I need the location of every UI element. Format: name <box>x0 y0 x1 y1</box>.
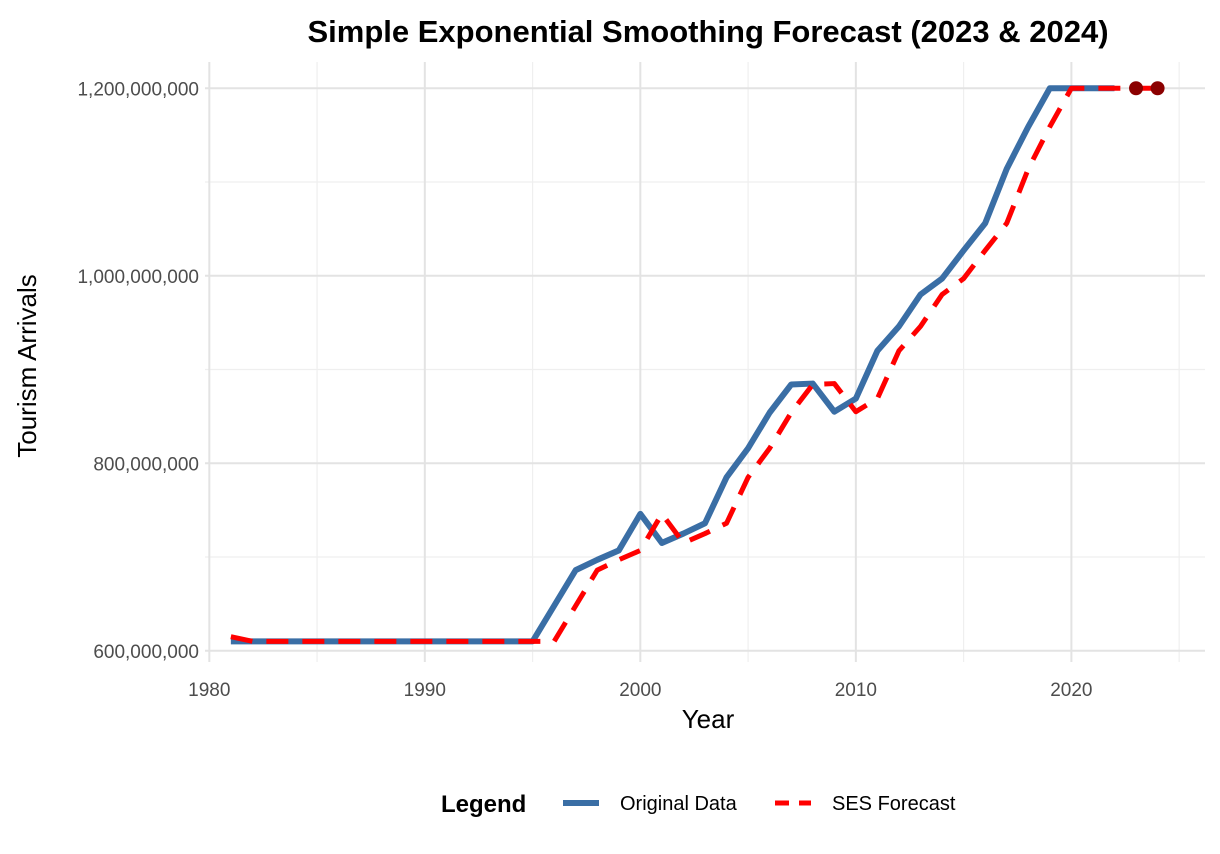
legend-label-ses-forecast: SES Forecast <box>832 793 956 815</box>
legend-label-original-data: Original Data <box>620 793 738 815</box>
chart-title: Simple Exponential Smoothing Forecast (2… <box>307 14 1108 49</box>
y-tick-label: 1,000,000,000 <box>77 267 199 288</box>
x-tick-label: 2020 <box>1050 680 1092 701</box>
legend-title: Legend <box>441 791 526 818</box>
y-tick-label: 1,200,000,000 <box>77 79 199 100</box>
grid-minor <box>205 62 1205 662</box>
legend: Legend Original Data SES Forecast <box>441 791 956 818</box>
x-tick-label: 1990 <box>404 680 446 701</box>
y-tick-label: 800,000,000 <box>93 454 199 475</box>
x-tick-label: 2010 <box>835 680 877 701</box>
forecast-point <box>1129 81 1144 96</box>
series-layer <box>230 85 1158 645</box>
y-axis-title: Tourism Arrivals <box>12 274 42 457</box>
x-axis-ticks: 1980 1990 2000 2010 2020 <box>188 680 1092 701</box>
forecast-point <box>1150 81 1165 96</box>
y-axis-ticks: 600,000,000 800,000,000 1,000,000,000 1,200… <box>77 79 199 663</box>
series-line-ses-forecast <box>230 85 1158 644</box>
grid-major <box>205 62 1205 662</box>
x-axis-title: Year <box>682 704 735 734</box>
forecast-points <box>1129 81 1165 96</box>
x-tick-label: 2000 <box>619 680 661 701</box>
x-tick-label: 1980 <box>188 680 230 701</box>
y-tick-label: 600,000,000 <box>93 642 199 663</box>
